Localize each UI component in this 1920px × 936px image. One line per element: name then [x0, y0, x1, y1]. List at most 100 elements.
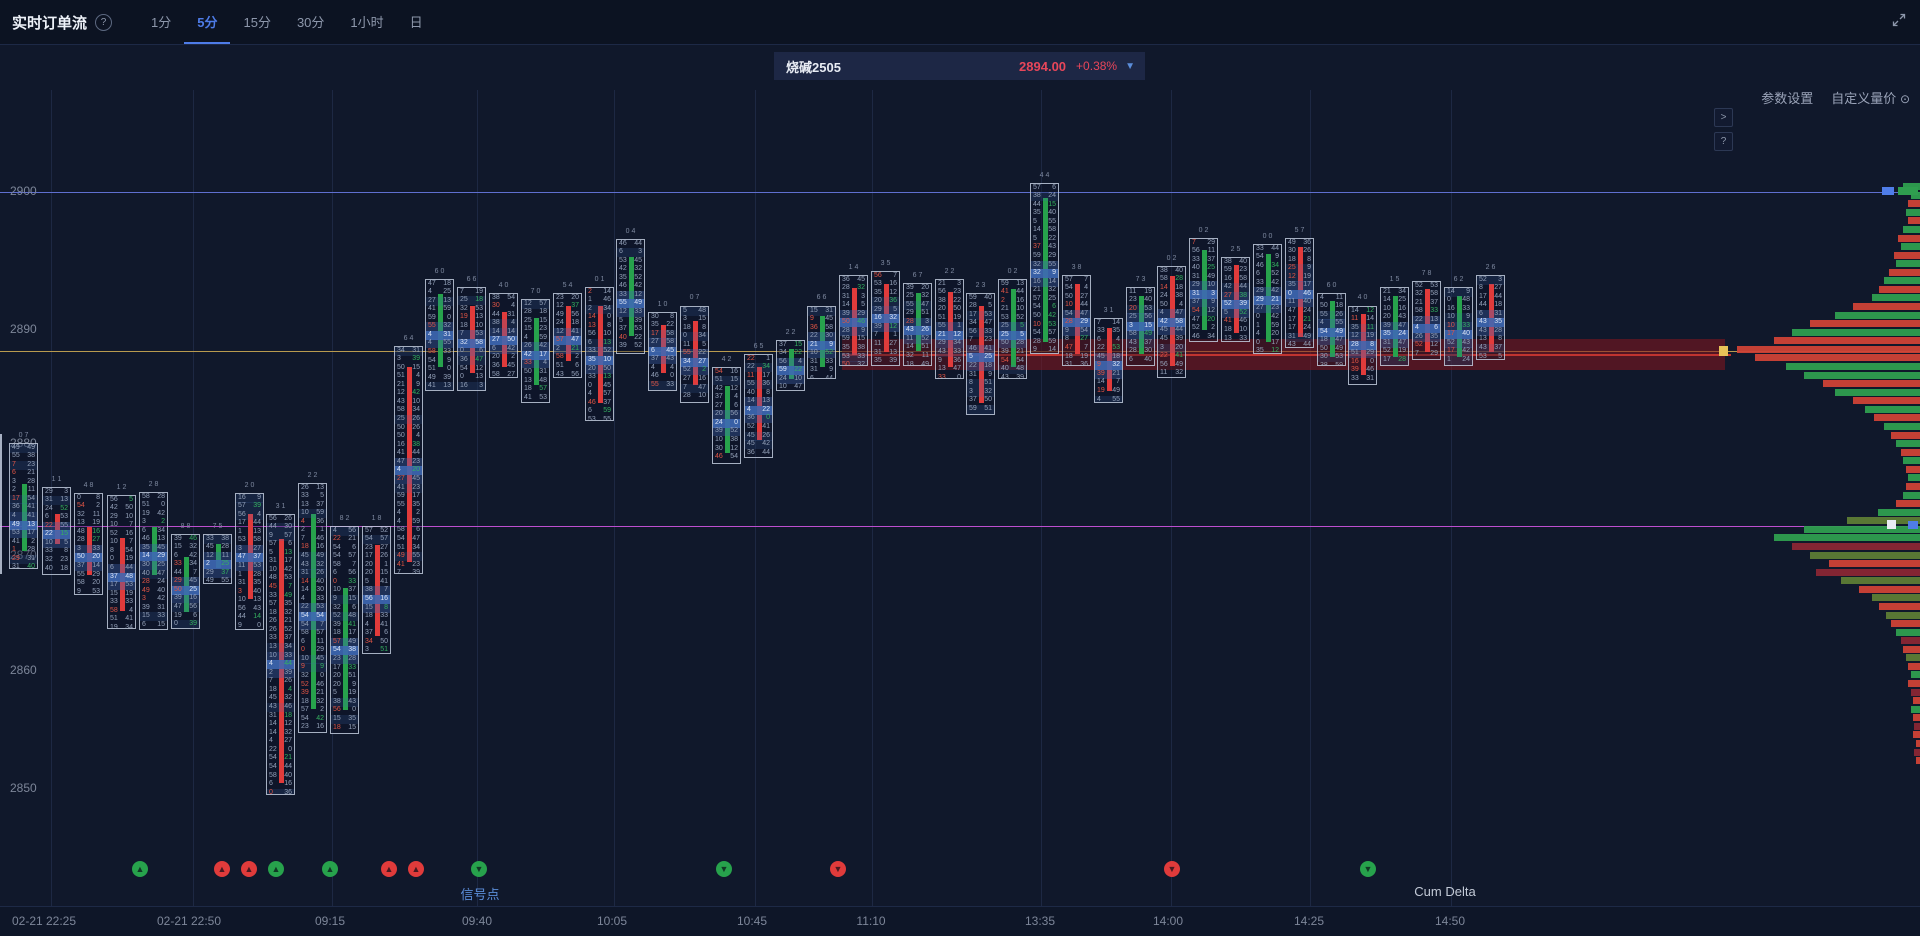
tab-day[interactable]: 日 — [409, 14, 423, 30]
footprint-cluster[interactable]: 21 34 14 25 10 16 20 43 39 47 35 24 31 47 52 19 17 28 — [1380, 287, 1409, 366]
ask-volume: 19 — [953, 314, 961, 321]
footprint-row: 38 22 — [936, 297, 963, 306]
footprint-cluster[interactable]: 5 48 3 15 18 8 0 34 11 5 55 22 34 27 52 2 27 16 7 47 28 10 — [680, 306, 709, 403]
footprint-cluster[interactable]: 56 5 42 50 29 10 10 7 52 16 10 7 8 54 0 19 6 44 37 48 17 53 15… — [107, 495, 136, 629]
signal-marker[interactable]: ▼ — [830, 861, 846, 877]
footprint-cluster[interactable]: 46 44 6 3 53 45 42 32 35 52 46 42 33 12 55 49 12 33 5 39 37 5… — [616, 239, 645, 354]
footprint-cluster[interactable]: 14 9 0 48 16 33 10 9 10 33 17 40 52 43 17 42 1 24 — [1444, 287, 1473, 366]
footprint-cluster[interactable]: 29 3 31 13 24 52 6 53 22 55 22 15 10 5 33 8 32 23 40 18 — [42, 487, 71, 575]
signal-marker[interactable]: ▲ — [268, 861, 284, 877]
footprint-cluster[interactable]: 52 53 32 58 21 37 58 33 22 13 4 6 26 35 52 12 7 29 — [1412, 281, 1441, 360]
footprint-cluster[interactable]: 34 31 3 39 50 15 51 4 21 9 12 42 43 10 58 34 25 26 50 26 50 4… — [394, 346, 423, 574]
signal-marker[interactable]: ▲ — [241, 861, 257, 877]
tab-15min[interactable]: 15分 — [243, 14, 271, 30]
footprint-cluster[interactable]: 54 16 51 15 42 12 37 4 27 6 20 56 24 0 39 52 10 38 30 12 46 5… — [712, 367, 741, 464]
footprint-cluster[interactable]: 22 1 22 34 11 17 55 36 40 8 14 13 4 22 36 0 52 41 45 26 45 42… — [744, 354, 773, 458]
signal-marker[interactable]: ▲ — [322, 861, 338, 877]
bid-volume: 25 — [1001, 322, 1009, 329]
footprint-cluster[interactable]: 38 40 59 23 16 58 42 44 27 38 52 39 5 52 41 46 18 10 13 33 — [1221, 257, 1250, 342]
signal-marker[interactable]: ▲ — [132, 861, 148, 877]
bid-volume: 58 — [428, 348, 436, 355]
footprint-cluster[interactable]: 4 11 50 18 55 26 4 55 54 49 18 47 50 49 30 53 38 59 — [1317, 293, 1346, 366]
footprint-cluster[interactable]: 21 3 56 23 38 22 20 50 51 19 55 1 21 12 29 34 43 33 9 36 13 4… — [935, 279, 964, 379]
footprint-cluster[interactable]: 59 40 28 5 17 53 34 47 56 33 7 23 46 41 5 25 22 18 31 9 8 51 3… — [966, 293, 995, 415]
cluster-delta-tag: 6 5 — [753, 343, 764, 350]
ask-volume: 45 — [412, 475, 420, 482]
footprint-cluster[interactable]: 38 54 30 4 44 31 38 4 14 14 27 50 6 42 20 2 36 45 58 27 — [489, 293, 518, 378]
bid-volume: 46 — [651, 372, 659, 379]
footprint-cluster[interactable]: 23 20 12 37 49 56 24 18 12 41 57 47 2 21 58 2 51 6 43 56 — [553, 293, 582, 378]
footprint-cluster[interactable]: 49 36 30 26 18 8 25 9 12 19 35 17 0 46 11 40 47 24 17 21 17 2… — [1285, 238, 1314, 348]
footprint-cluster[interactable]: 15 31 9 45 36 58 22 30 21 9 10 52 31 33 31 9 6 44 — [807, 306, 836, 379]
ask-volume: 16 — [1016, 297, 1024, 304]
footprint-cluster[interactable]: 16 9 57 39 56 4 17 44 1 13 53 58 3 27 47 37 11 53 1 28 31 35 3… — [235, 493, 264, 630]
ask-volume: 34 — [189, 560, 197, 567]
footprint-cluster[interactable]: 36 45 28 32 31 3 14 5 39 29 50 46 28 9 59 15 35 38 53 33 50 3… — [839, 275, 868, 366]
footprint-row: 18 32 — [299, 698, 326, 707]
custom-volume-button[interactable]: 自定义量价 ⊙ — [1831, 88, 1910, 107]
bid-volume: 38 — [333, 698, 341, 705]
footprint-cluster[interactable]: 33 38 45 28 12 11 2 25 29 37 49 55 — [203, 534, 232, 584]
ask-volume: 9 — [829, 366, 833, 373]
signal-marker[interactable]: ▲ — [408, 861, 424, 877]
footprint-cluster[interactable]: 11 19 23 40 20 53 25 56 3 15 58 49 43 37 28 30 6 40 — [1126, 287, 1155, 366]
tab-30min[interactable]: 30分 — [296, 14, 325, 30]
footprint-cluster[interactable]: 52 3 8 27 17 44 44 18 6 31 43 35 43 28 13 8 43 37 53 5 — [1476, 275, 1505, 360]
footprint-cluster[interactable]: 7 14 33 35 6 4 22 53 45 18 9 32 39 21 14 7 19 49 4 55 — [1094, 318, 1123, 403]
ask-volume: 55 — [443, 339, 451, 346]
footprint-cluster[interactable]: 7 29 56 11 33 37 40 25 31 49 29 10 31 3 37 9 54 12 47 20 52 2… — [1189, 238, 1218, 342]
tab-1min[interactable]: 1分 — [151, 14, 172, 30]
footprint-cluster[interactable]: 58 28 51 0 19 42 3 2 6 34 46 13 35 45 14 29 30 25 40 47 28 24… — [139, 492, 168, 630]
tab-1hour[interactable]: 1小时 — [350, 14, 384, 30]
footprint-cluster[interactable]: 38 40 58 28 14 18 24 38 50 4 4 47 42 58 45 44 45 39 3 20 22 4… — [1157, 266, 1186, 378]
bid-volume: 40 — [1192, 264, 1200, 271]
footprint-row: 7 23 — [10, 461, 37, 470]
footprint-cluster[interactable]: 0 8 54 2 32 11 13 19 48 16 28 27 3 33 50 20 37 14 55 29 58 20… — [74, 493, 103, 595]
footprint-cluster[interactable]: 26 13 33 5 13 37 10 59 4 36 2 1 7 46 18 16 45 49 43 32 31 26 1… — [298, 483, 327, 733]
bid-volume: 3 — [142, 595, 146, 602]
param-settings-button[interactable]: 参数设置 — [1761, 91, 1814, 106]
footprint-row: 32 55 — [1031, 261, 1058, 270]
help-icon[interactable]: ? — [95, 13, 113, 31]
ask-volume: 0 — [288, 746, 292, 753]
footprint-cluster[interactable]: 56 26 44 30 9 57 57 6 5 13 31 17 10 42 48 53 45 7 33 49 57 35… — [266, 514, 295, 795]
signal-marker[interactable]: ▼ — [716, 861, 732, 877]
footprint-cluster[interactable]: 33 44 54 9 46 34 6 52 33 42 29 42 29 21 27 23 0 42 1 59 4 20 0… — [1253, 244, 1282, 354]
expand-icon[interactable] — [1892, 13, 1906, 32]
help-panel-button[interactable]: ? — [1714, 132, 1733, 151]
footprint-row: 22 53 — [1095, 344, 1122, 353]
footprint-cluster[interactable]: 57 6 38 24 44 15 35 40 5 55 14 58 5 22 37 43 59 29 32 55 32 9… — [1030, 183, 1059, 354]
footprint-cluster[interactable]: 57 7 54 4 50 27 10 44 54 47 28 29 9 54 8 27 47 7 18 19 31 36 — [1062, 275, 1091, 366]
footprint-cluster[interactable]: 4 56 22 21 54 6 54 57 58 7 6 56 0 33 10 37 9 15 32 6 52 48 39 4… — [330, 526, 359, 734]
volume-profile-bar — [1879, 603, 1920, 610]
footprint-cluster[interactable]: 12 57 28 18 25 15 15 23 4 59 26 42 42 17 33 4 50 31 13 48 18… — [521, 299, 550, 403]
footprint-cluster[interactable]: 47 18 4 25 27 13 41 59 59 0 55 32 4 31 4 55 58 33 54 9 51 0 49… — [425, 279, 454, 391]
ask-volume: 36 — [1303, 239, 1311, 246]
footprint-row: 21 9 — [395, 381, 422, 390]
footprint-cluster[interactable]: 30 8 35 22 17 58 27 58 6 45 37 43 4 4 46 0 55 33 — [648, 312, 677, 391]
footprint-cluster[interactable]: 37 15 34 22 56 4 59 22 24 10 10 47 — [776, 340, 805, 391]
collapse-panel-button[interactable]: > — [1714, 108, 1733, 127]
footprint-cluster[interactable]: 56 7 53 16 35 12 20 36 29 5 16 32 39 12 7 1 11 27 31 13 35 39 — [871, 271, 900, 366]
volume-profile-bar — [1859, 586, 1920, 593]
signal-marker[interactable]: ▼ — [1164, 861, 1180, 877]
footprint-cluster[interactable]: 39 20 25 32 55 47 29 51 28 3 43 26 11 52 14 51 32 11 18 49 — [903, 283, 932, 366]
bid-volume: 7 — [1415, 350, 1419, 357]
chevron-down-icon[interactable]: ▼ — [1125, 60, 1135, 72]
signal-marker[interactable]: ▲ — [214, 861, 230, 877]
footprint-cluster[interactable]: 49 49 55 38 7 23 6 21 3 28 2 11 17 54 36 41 4 41 49 13 53 17 4… — [9, 443, 38, 569]
footprint-cluster[interactable]: 14 12 11 14 35 11 12 19 28 8 51 29 16 0 39 46 33 31 — [1348, 306, 1377, 385]
signal-marker[interactable]: ▲ — [381, 861, 397, 877]
footprint-cluster[interactable]: 59 13 41 44 2 16 21 10 53 52 25 5 25 5 50 28 39 21 54 54 40 4… — [998, 279, 1027, 379]
footprint-cluster[interactable]: 57 52 54 57 23 27 17 26 20 1 20 15 5 41 38 7 56 16 15 8 18 33… — [362, 526, 391, 654]
bid-volume: 17 — [1288, 316, 1296, 323]
signal-marker[interactable]: ▼ — [1360, 861, 1376, 877]
symbol-bar[interactable]: 烧碱2505 2894.00 +0.38% ▼ — [774, 52, 1145, 80]
signal-marker[interactable]: ▼ — [471, 861, 487, 877]
footprint-cluster[interactable]: 7 19 25 18 32 53 19 13 18 10 7 53 32 58 0 6 36 47 54 12 0 13 1… — [457, 287, 486, 391]
bid-volume: 19 — [142, 510, 150, 517]
footprint-cluster[interactable]: 2 14 1 46 2 34 14 0 13 8 56 10 6 13 33 52 35 10 20 50 33 13 0 4… — [585, 287, 614, 421]
tab-5min[interactable]: 5分 — [184, 0, 231, 44]
footprint-cluster[interactable]: 39 46 15 32 6 42 33 34 44 7 29 45 50 25 39 16 47 56 19 6 0 39 — [171, 534, 200, 629]
